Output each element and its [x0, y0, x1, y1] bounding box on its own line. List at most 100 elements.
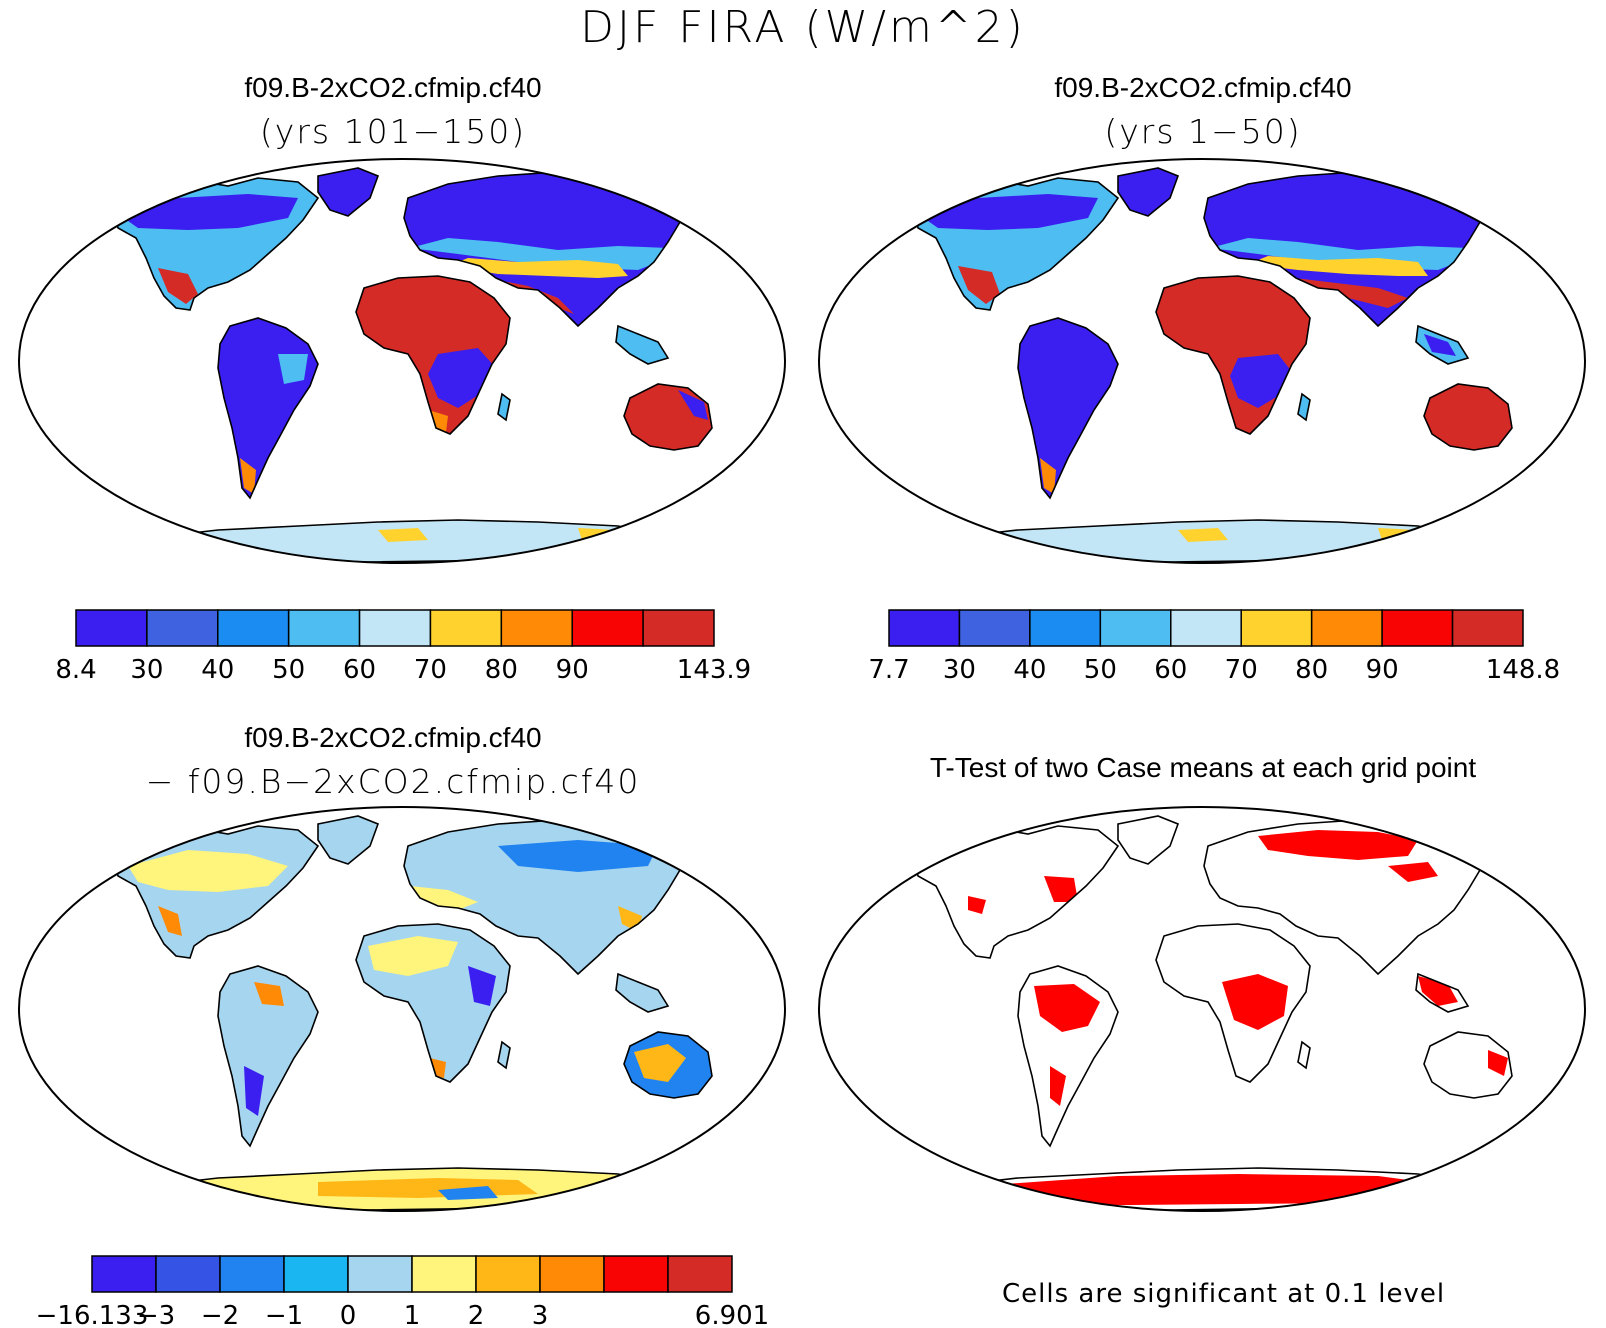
colorbar-swatch	[217, 609, 290, 647]
coastline	[1415, 324, 1470, 365]
field-region	[958, 266, 1000, 304]
colorbar-swatch	[155, 1255, 221, 1293]
colorbar-swatch	[283, 1255, 349, 1293]
colorbar-label: 60	[1154, 655, 1187, 685]
coastline	[217, 317, 319, 500]
colorbar-swatch	[287, 609, 361, 647]
colorbar-swatch	[1451, 609, 1524, 647]
colorbar-swatch	[642, 609, 715, 647]
coastline	[1297, 392, 1311, 422]
field-region	[128, 850, 288, 892]
colorbar-swatch	[146, 609, 219, 647]
panel-4-title: T-Test of two Case means at each grid po…	[929, 752, 1477, 783]
field-region	[968, 896, 986, 914]
field-region	[278, 354, 308, 384]
panel-3-title: f09.B-2xCO2.cfmip.cf40	[244, 722, 542, 753]
field-region	[1248, 256, 1428, 276]
colorbar-label: 50	[1084, 655, 1117, 685]
coastline	[623, 383, 713, 451]
colorbar-swatch	[667, 1255, 733, 1293]
panel-1-colorbar: 8.4 30 40 50 60 70 80 90 143.9	[55, 609, 751, 685]
colorbar-label: 3	[532, 1301, 549, 1328]
colorbar-swatch	[411, 1255, 477, 1293]
map-border	[18, 158, 786, 564]
colorbar-swatch	[75, 609, 148, 647]
coastline	[1117, 815, 1180, 865]
field-region	[1488, 1050, 1508, 1076]
colorbar-label: 40	[201, 655, 234, 685]
field-region	[1418, 976, 1458, 1006]
field-region	[410, 238, 668, 270]
landmass-eurasia	[404, 172, 708, 326]
coastline	[112, 177, 320, 311]
colorbar-label: 6.901	[695, 1301, 769, 1328]
colorbar-swatch	[1240, 609, 1313, 647]
panel-1-map	[18, 158, 786, 564]
colorbar-swatch	[219, 1255, 285, 1293]
colorbar-swatch	[1029, 609, 1102, 647]
colorbar-swatch	[347, 1255, 413, 1293]
colorbar-label: 148.8	[1486, 655, 1560, 685]
field-region	[948, 1174, 1454, 1206]
colorbar-swatch	[1381, 609, 1454, 647]
landmass-australia	[1424, 384, 1512, 450]
coastline	[497, 392, 511, 422]
colorbar-label: 30	[943, 655, 976, 685]
map-border	[818, 806, 1586, 1212]
panel-3-map	[18, 806, 786, 1212]
panel-3-colorbar: −16.133−3 −2 −1 0 1 2 3 6.901	[36, 1255, 769, 1328]
panel-2-map	[818, 158, 1586, 564]
landmass-samerica	[1018, 318, 1118, 498]
colorbar-label: 30	[130, 655, 163, 685]
landmass-samerica	[218, 966, 318, 1146]
coastline	[1155, 923, 1311, 1083]
coastline	[912, 177, 1120, 311]
panel-3-subtitle: − f09.B−2xCO2.cfmip.cf40	[145, 762, 641, 801]
coastline	[317, 815, 380, 865]
colorbar-swatch	[1310, 609, 1383, 647]
landmass-australia	[1424, 1032, 1512, 1098]
field-region	[158, 906, 182, 936]
field-region	[244, 1066, 264, 1116]
landmass-greenland	[1118, 168, 1178, 216]
colorbar-label: 70	[1225, 655, 1258, 685]
panel-2-subtitle: (yrs 1−50)	[1104, 112, 1302, 151]
colorbar-label: 90	[1366, 655, 1399, 685]
field-region	[368, 936, 458, 976]
landmass-greenland	[318, 816, 378, 864]
panel-2-colorbar: 7.7 30 40 50 60 70 80 90 148.8	[868, 609, 1560, 685]
coastline	[1017, 317, 1119, 500]
colorbar-label: 2	[468, 1301, 485, 1328]
field-region	[378, 528, 428, 542]
map-border	[18, 806, 786, 1212]
colorbar-swatch	[958, 609, 1031, 647]
colorbar-label: 60	[343, 655, 376, 685]
field-region	[158, 268, 198, 304]
coastline	[317, 167, 380, 217]
colorbar-label: −3	[137, 1301, 175, 1328]
field-region	[1424, 334, 1456, 356]
colorbar-swatch	[429, 609, 503, 647]
colorbar-label: 1	[404, 1301, 421, 1328]
coastline	[1415, 972, 1470, 1013]
colorbar-swatch	[1170, 609, 1242, 647]
colorbar-label: 0	[340, 1301, 357, 1328]
coastline	[615, 972, 670, 1013]
colorbar-swatch	[539, 1255, 605, 1293]
coastline	[355, 275, 511, 435]
field-region	[1040, 458, 1056, 494]
coastline	[1117, 167, 1180, 217]
field-region	[1258, 830, 1418, 860]
panel-1-title: f09.B-2xCO2.cfmip.cf40	[244, 72, 542, 103]
coastline	[623, 1031, 713, 1099]
colorbar-swatch	[358, 609, 432, 647]
field-region	[254, 982, 284, 1006]
coastline	[497, 1040, 511, 1070]
colorbar-label: 80	[485, 655, 518, 685]
coastline	[1423, 383, 1513, 451]
landmass-seasia	[616, 326, 668, 364]
field-region	[1230, 354, 1292, 408]
landmass-namerica	[913, 826, 1118, 958]
field-region	[1388, 862, 1438, 882]
field-region	[634, 1044, 686, 1082]
